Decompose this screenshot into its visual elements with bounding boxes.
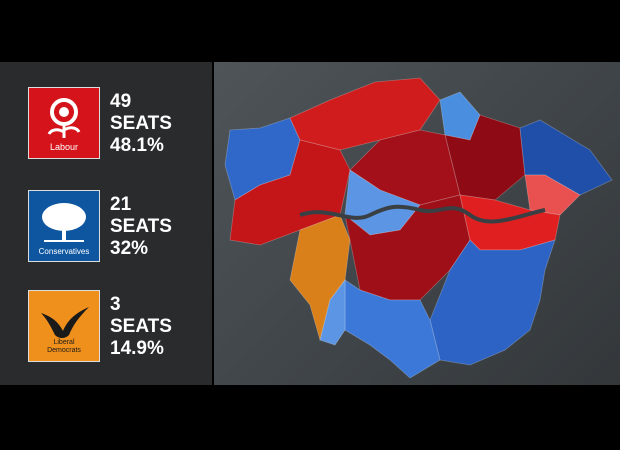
borough — [344, 279, 441, 379]
conservative-logo: Conservatives — [28, 190, 100, 262]
labour-logo: Labour — [28, 87, 100, 159]
seats-label: SEATS — [110, 113, 172, 134]
rose-icon — [47, 98, 81, 138]
content-band: Labour 49 SEATS 48.1% Conservatives 21 S… — [0, 62, 620, 385]
party-libdem: Liberal Democrats 3 SEATS 14.9% — [28, 290, 208, 364]
london-map — [224, 77, 613, 379]
vote-share: 48.1% — [110, 135, 164, 156]
results-panel: Labour 49 SEATS 48.1% Conservatives 21 S… — [0, 62, 212, 385]
vote-share: 32% — [110, 238, 149, 259]
borough — [524, 174, 581, 216]
logo-text: Liberal Democrats — [47, 339, 81, 354]
seats-label: SEATS — [110, 216, 172, 237]
tree-icon — [42, 203, 86, 242]
bird-icon — [41, 307, 89, 338]
result-text: 3 SEATS 14.9% — [110, 294, 172, 360]
seat-count: 49 — [110, 91, 132, 112]
libdem-logo: Liberal Democrats — [28, 290, 100, 362]
borough — [319, 278, 346, 346]
party-labour: Labour 49 SEATS 48.1% — [28, 87, 208, 161]
map-area — [214, 62, 620, 385]
seats-label: SEATS — [110, 316, 172, 337]
result-text: 21 SEATS 32% — [110, 194, 172, 260]
logo-text: Labour — [49, 142, 79, 152]
seat-count: 21 — [110, 194, 132, 215]
logo-text: Conservatives — [38, 247, 90, 256]
vote-share: 14.9% — [110, 338, 164, 359]
party-conservatives: Conservatives 21 SEATS 32% — [28, 190, 208, 264]
river-thames — [299, 204, 546, 224]
seat-count: 3 — [110, 294, 121, 315]
result-text: 49 SEATS 48.1% — [110, 91, 172, 157]
